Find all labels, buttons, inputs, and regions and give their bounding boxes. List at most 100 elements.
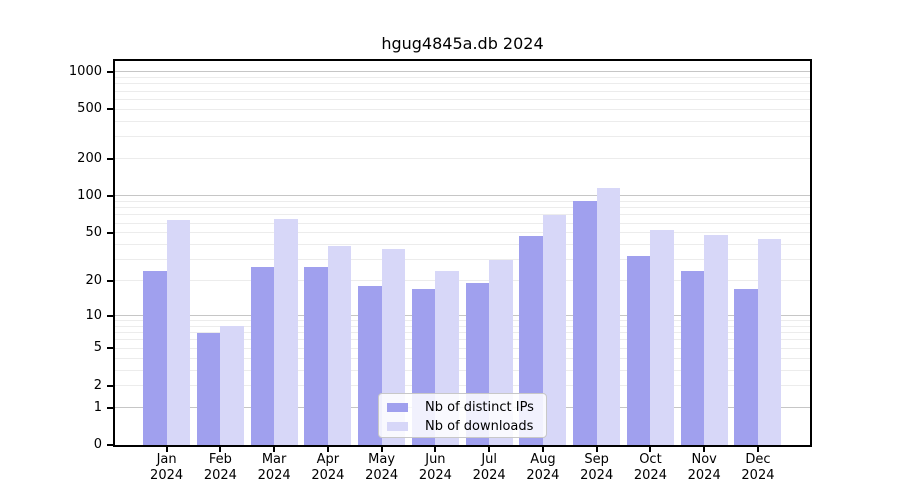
x-tick-month: Jul xyxy=(481,452,497,467)
x-tick-month: Sep xyxy=(584,452,609,467)
gridline-minor xyxy=(115,243,810,245)
x-tick-label: Nov 2024 xyxy=(669,452,739,484)
x-tick-label: Sep 2024 xyxy=(562,452,632,484)
x-tick-month: Jan xyxy=(156,452,177,467)
gridline-minor xyxy=(115,347,810,349)
y-tick-label: 10 xyxy=(85,307,102,323)
y-tick-label: 2 xyxy=(93,377,102,393)
legend-row: Nb of distinct IPs xyxy=(379,398,546,416)
bar-distinct-ips xyxy=(250,267,275,445)
gridline-minor xyxy=(115,320,810,322)
y-axis-tick xyxy=(107,157,115,160)
x-tick-month: Aug xyxy=(530,452,556,467)
gridline-minor xyxy=(115,136,810,138)
bar-distinct-ips xyxy=(680,271,705,445)
x-tick-year: 2024 xyxy=(633,468,667,483)
bar-downloads xyxy=(220,326,244,445)
x-tick-label: Mar 2024 xyxy=(239,452,309,484)
x-axis-tick xyxy=(380,445,383,452)
x-axis-tick xyxy=(541,445,544,452)
x-tick-year: 2024 xyxy=(203,468,237,483)
gridline-minor xyxy=(115,108,810,110)
x-tick-label: Oct 2024 xyxy=(615,452,685,484)
legend-swatch-downloads xyxy=(387,421,408,431)
gridline-minor xyxy=(115,325,810,327)
legend-label: Nb of distinct IPs xyxy=(425,399,534,415)
bar-distinct-ips xyxy=(143,271,167,445)
bar-distinct-ips xyxy=(519,235,543,445)
bar-distinct-ips xyxy=(573,200,597,445)
gridline-major xyxy=(115,315,810,316)
legend: Nb of distinct IPs Nb of downloads xyxy=(378,393,547,438)
x-tick-label: Jun 2024 xyxy=(400,452,470,484)
bar-downloads xyxy=(542,214,567,445)
gridline-minor xyxy=(115,120,810,122)
x-tick-label: May 2024 xyxy=(347,452,417,484)
gridline-minor xyxy=(115,98,810,100)
gridline-minor xyxy=(115,200,810,202)
x-axis-tick xyxy=(488,445,491,452)
gridline-minor xyxy=(115,280,810,282)
gridline-minor xyxy=(115,90,810,92)
x-tick-label: Jul 2024 xyxy=(454,452,524,484)
x-tick-year: 2024 xyxy=(580,468,614,483)
x-axis-tick xyxy=(219,445,222,452)
x-axis-tick xyxy=(756,445,759,452)
x-tick-label: Feb 2024 xyxy=(185,452,255,484)
y-tick-label: 50 xyxy=(85,224,102,240)
x-tick-year: 2024 xyxy=(365,468,399,483)
y-tick-label: 1 xyxy=(93,399,102,415)
gridline-minor xyxy=(115,222,810,224)
y-axis-tick xyxy=(107,70,115,73)
y-tick-label: 200 xyxy=(77,150,102,166)
x-tick-label: Jan 2024 xyxy=(132,452,202,484)
x-tick-year: 2024 xyxy=(687,468,721,483)
x-tick-month: Mar xyxy=(261,452,287,467)
y-tick-label: 100 xyxy=(77,187,102,203)
y-axis-tick xyxy=(107,231,115,234)
bar-downloads xyxy=(274,218,298,445)
x-tick-month: Jun xyxy=(425,452,446,467)
gridline-minor xyxy=(115,207,810,209)
x-tick-month: Oct xyxy=(639,452,662,467)
y-axis-tick xyxy=(107,108,115,111)
legend-swatch-distinct-ips xyxy=(387,402,408,412)
y-axis-tick xyxy=(107,314,115,317)
x-axis-tick xyxy=(273,445,276,452)
x-tick-month: Nov xyxy=(691,452,717,467)
x-tick-year: 2024 xyxy=(418,468,452,483)
x-tick-label: Dec 2024 xyxy=(723,452,793,484)
y-axis-tick xyxy=(107,194,115,197)
gridline-minor xyxy=(115,357,810,359)
x-tick-year: 2024 xyxy=(311,468,345,483)
y-tick-label: 20 xyxy=(85,272,102,288)
bar-distinct-ips xyxy=(304,267,328,445)
x-tick-year: 2024 xyxy=(257,468,291,483)
y-axis-tick xyxy=(107,384,115,387)
x-tick-year: 2024 xyxy=(472,468,506,483)
bar-downloads xyxy=(704,234,728,445)
y-axis-tick xyxy=(107,347,115,350)
bar-distinct-ips xyxy=(358,286,382,445)
bar-distinct-ips xyxy=(734,288,758,445)
y-axis-tick xyxy=(107,279,115,282)
gridline-minor xyxy=(115,83,810,85)
bar-distinct-ips xyxy=(196,332,221,445)
bar-downloads xyxy=(327,245,352,445)
y-axis-tick xyxy=(107,406,115,409)
y-tick-label: 5 xyxy=(93,340,102,356)
legend-label: Nb of downloads xyxy=(425,418,534,434)
x-tick-month: May xyxy=(368,452,396,467)
x-axis-tick xyxy=(326,445,329,452)
gridline-minor xyxy=(115,77,810,79)
x-tick-month: Apr xyxy=(316,452,340,467)
bar-downloads xyxy=(596,187,621,445)
x-axis-tick xyxy=(434,445,437,452)
x-tick-label: Aug 2024 xyxy=(508,452,578,484)
x-tick-year: 2024 xyxy=(741,468,775,483)
x-axis-tick xyxy=(703,445,706,452)
bar-distinct-ips xyxy=(626,256,651,445)
y-tick-label: 500 xyxy=(77,101,102,117)
gridline-minor xyxy=(115,332,810,334)
